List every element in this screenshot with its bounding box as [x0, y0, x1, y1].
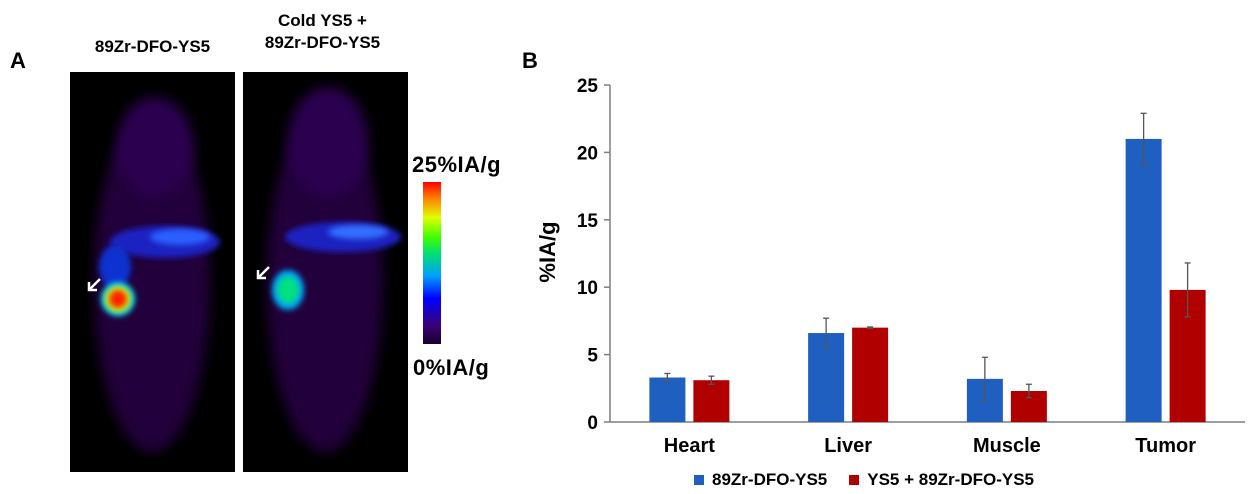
y-axis-ticks: 0 5 10 15 20 25: [577, 76, 610, 434]
y-tick-label-4: 20: [577, 143, 598, 164]
y-tick-label-0: 0: [587, 413, 598, 434]
error-bar-heart-series-2: [708, 375, 715, 385]
colorbar-max-label: 25%IA/g: [412, 152, 502, 177]
legend-label-series-2: YS5 + 89Zr-DFO-YS5: [867, 470, 1035, 489]
error-bar-liver-series-2: [867, 326, 874, 329]
error-bar-tumor-series-2: [1184, 262, 1191, 318]
error-bar-muscle-series-2: [1025, 383, 1032, 399]
error-bars: [664, 112, 1191, 402]
scan-left-title: 89Zr-DFO-YS5: [94, 37, 211, 56]
scan-right-title: Cold YS5 + 89Zr-DFO-YS5: [240, 10, 405, 54]
tumor-arrow-icon-right: [256, 266, 270, 280]
y-tick-label-5: 25: [577, 76, 599, 97]
chart-legend: 89Zr-DFO-YS5 YS5 + 89Zr-DFO-YS5: [694, 470, 1034, 490]
y-tick-label-1: 5: [587, 346, 598, 367]
x-tick-label-tumor: Tumor: [1135, 435, 1196, 457]
bar-heart-series-1: [649, 377, 686, 422]
legend-item-series-1: 89Zr-DFO-YS5: [694, 470, 827, 490]
legend-item-series-2: YS5 + 89Zr-DFO-YS5: [849, 470, 1034, 490]
tumor-arrow-icon-left: [87, 278, 101, 292]
scan-right-title-line2: 89Zr-DFO-YS5: [264, 33, 381, 52]
panel-b-letter: B: [522, 48, 538, 73]
legend-label-series-1: 89Zr-DFO-YS5: [712, 470, 828, 489]
colorbar: [423, 182, 441, 344]
legend-swatch-series-2: [849, 475, 860, 485]
bar-heart-series-2: [693, 380, 730, 422]
y-axis-label: %IA/g: [535, 221, 560, 282]
panel-a-letter: A: [10, 48, 26, 73]
x-tick-label-heart: Heart: [664, 435, 715, 457]
error-bar-muscle-series-1: [981, 356, 988, 402]
y-tick-label-2: 10: [577, 278, 598, 299]
bar-tumor-series-1: [1125, 138, 1162, 423]
error-bar-liver-series-1: [823, 317, 830, 349]
bar-liver-series-2: [852, 327, 889, 422]
error-bar-heart-series-1: [664, 372, 671, 383]
chart-bars: [649, 138, 1206, 423]
bar-chart: 0 5 10 15 20 25 Heart Liver Muscle Tumor %IA/g: [535, 76, 1245, 457]
x-axis-labels: Heart Liver Muscle Tumor: [664, 435, 1196, 457]
colorbar-min-label: 0%IA/g: [413, 355, 490, 380]
pet-scan-image-right: [243, 72, 408, 472]
x-tick-label-muscle: Muscle: [973, 435, 1041, 457]
y-tick-label-3: 15: [577, 211, 599, 232]
legend-swatch-series-1: [694, 475, 704, 485]
error-bar-tumor-series-1: [1140, 112, 1147, 166]
x-tick-label-liver: Liver: [824, 435, 872, 457]
scan-right-title-line1: Cold YS5 +: [278, 11, 367, 30]
pet-scan-image-left: [70, 72, 235, 472]
